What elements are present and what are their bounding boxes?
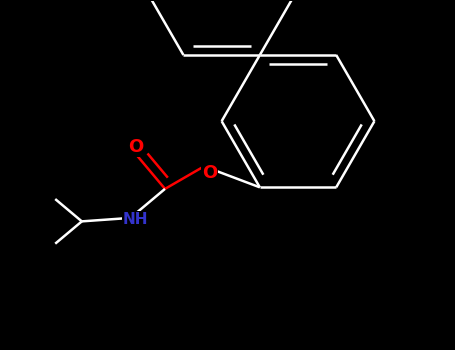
Text: O: O xyxy=(128,138,144,156)
Text: O: O xyxy=(202,164,217,182)
Text: NH: NH xyxy=(123,212,148,227)
